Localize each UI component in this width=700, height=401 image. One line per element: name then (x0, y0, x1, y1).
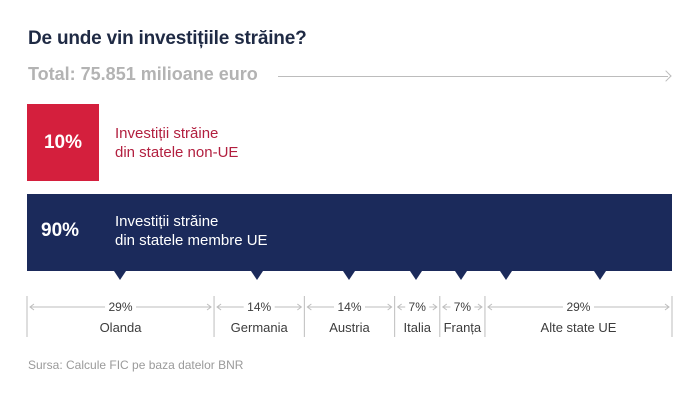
non-eu-label-line1: Investiții străine (115, 125, 219, 142)
bracket-right-arrow-icon (387, 303, 393, 311)
non-eu-percent: 10% (43, 131, 83, 153)
bracket-right-arrow-icon (477, 303, 483, 311)
pointer-notch-icon (114, 271, 126, 280)
eu-bar: 90% Investiții străine din statele membr… (27, 194, 672, 271)
pointer-notch-icon (251, 271, 263, 280)
eu-label-line2: din statele membre UE (115, 232, 268, 249)
bracket-right-arrow-icon (206, 303, 212, 311)
segment-percent: 14% (247, 300, 271, 314)
pointer-notch-icon (500, 271, 512, 280)
bracket-left-arrow-icon (396, 303, 402, 311)
total-line (278, 76, 668, 77)
bracket-left-arrow-icon (487, 303, 493, 311)
bracket-left-arrow-icon (216, 303, 222, 311)
segment-percent: 29% (566, 300, 590, 314)
bracket-left-arrow-icon (29, 303, 35, 311)
pointer-notch-icon (594, 271, 606, 280)
eu-label-line1: Investiții străine (115, 213, 219, 230)
non-eu-label-line2: din statele non-UE (115, 144, 239, 161)
bracket-left-arrow-icon (306, 303, 312, 311)
total-label: Total: 75.851 milioane euro (28, 64, 258, 84)
bracket-right-arrow-icon (664, 303, 670, 311)
pointer-notch-icon (455, 271, 467, 280)
bracket-left-arrow-icon (441, 303, 448, 311)
segment-category: Austria (329, 320, 370, 335)
segment-percent: 14% (337, 300, 361, 314)
segment-percent: 29% (109, 300, 133, 314)
eu-label: Investiții străine din statele membre UE (115, 212, 268, 250)
segment-category: Alte state UE (541, 320, 617, 335)
segment-category: Germania (231, 320, 289, 335)
source-note: Sursa: Calcule FIC pe baza datelor BNR (28, 358, 244, 372)
pointer-notch-icon (343, 271, 355, 280)
segment-percent: 7% (409, 300, 427, 314)
eu-percent: 90% (41, 220, 80, 241)
segment-category: Italia (403, 320, 431, 335)
segment-category: Olanda (100, 320, 143, 335)
pointer-notch-icon (410, 271, 422, 280)
bracket-right-arrow-icon (297, 303, 303, 311)
segment-category: Franța (444, 320, 482, 335)
segment-percent: 7% (454, 300, 472, 314)
bracket-right-arrow-icon (432, 303, 438, 311)
non-eu-box: 10% (27, 104, 99, 181)
chart-title: De unde vin investițiile străine? (28, 28, 307, 49)
non-eu-label: Investiții străine din statele non-UE (115, 124, 238, 162)
total-row: Total: 75.851 milioane euro (28, 64, 678, 88)
